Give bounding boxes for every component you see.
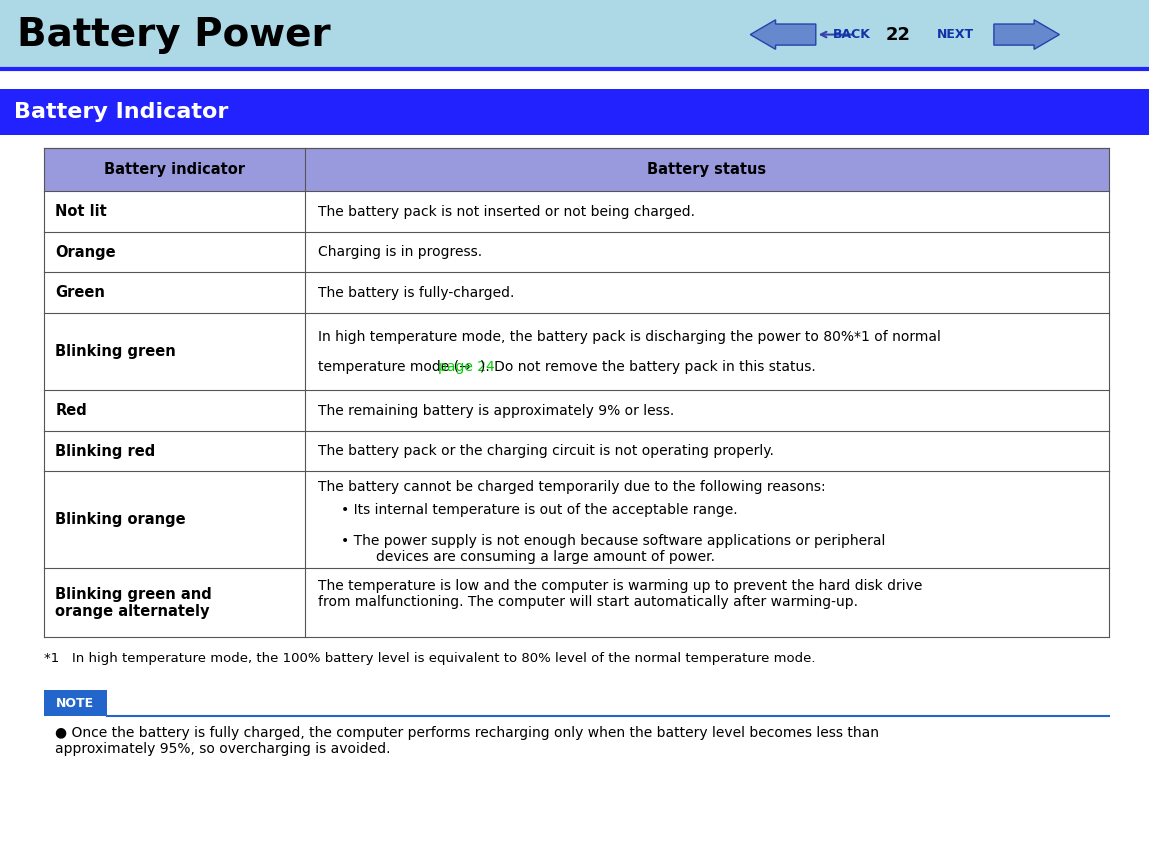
Text: Blinking green: Blinking green — [55, 344, 176, 359]
Text: NEXT: NEXT — [936, 28, 973, 41]
Text: Blinking orange: Blinking orange — [55, 513, 186, 527]
Text: page 24: page 24 — [438, 360, 495, 374]
FancyBboxPatch shape — [0, 89, 1149, 135]
FancyArrow shape — [994, 20, 1059, 50]
Text: *1   In high temperature mode, the 100% battery level is equivalent to 80% level: *1 In high temperature mode, the 100% ba… — [44, 652, 815, 665]
Text: Blinking red: Blinking red — [55, 443, 155, 459]
Text: The temperature is low and the computer is warming up to prevent the hard disk d: The temperature is low and the computer … — [318, 579, 923, 609]
Text: Not lit: Not lit — [55, 204, 107, 219]
Text: In high temperature mode, the battery pack is discharging the power to 80%*1 of : In high temperature mode, the battery pa… — [318, 330, 941, 345]
Text: temperature mode (→: temperature mode (→ — [318, 360, 476, 374]
Text: Battery Indicator: Battery Indicator — [14, 102, 229, 121]
Text: ). Do not remove the battery pack in this status.: ). Do not remove the battery pack in thi… — [480, 360, 816, 374]
FancyBboxPatch shape — [44, 272, 1109, 313]
Text: The battery cannot be charged temporarily due to the following reasons:: The battery cannot be charged temporaril… — [318, 480, 826, 494]
Text: • The power supply is not enough because software applications or peripheral
   : • The power supply is not enough because… — [341, 534, 886, 564]
Text: • Its internal temperature is out of the acceptable range.: • Its internal temperature is out of the… — [341, 503, 738, 518]
FancyBboxPatch shape — [44, 690, 107, 716]
FancyBboxPatch shape — [44, 568, 1109, 637]
FancyBboxPatch shape — [44, 471, 1109, 568]
Text: Battery Power: Battery Power — [17, 15, 331, 54]
Text: Red: Red — [55, 403, 87, 418]
Text: 22: 22 — [886, 25, 911, 44]
Text: Blinking green and
orange alternately: Blinking green and orange alternately — [55, 587, 211, 619]
Text: The battery pack is not inserted or not being charged.: The battery pack is not inserted or not … — [318, 205, 695, 218]
FancyBboxPatch shape — [44, 148, 1109, 191]
Text: Charging is in progress.: Charging is in progress. — [318, 245, 483, 259]
Text: Orange: Orange — [55, 244, 116, 260]
Text: Battery indicator: Battery indicator — [103, 162, 245, 177]
FancyBboxPatch shape — [0, 0, 1149, 69]
FancyBboxPatch shape — [44, 313, 1109, 390]
Text: The battery pack or the charging circuit is not operating properly.: The battery pack or the charging circuit… — [318, 444, 774, 458]
FancyBboxPatch shape — [44, 232, 1109, 272]
FancyArrow shape — [750, 20, 816, 50]
FancyBboxPatch shape — [44, 191, 1109, 232]
Text: ● Once the battery is fully charged, the computer performs recharging only when : ● Once the battery is fully charged, the… — [55, 726, 879, 756]
Text: Battery status: Battery status — [647, 162, 766, 177]
Text: The remaining battery is approximately 9% or less.: The remaining battery is approximately 9… — [318, 404, 674, 417]
Text: BACK: BACK — [833, 28, 871, 41]
FancyBboxPatch shape — [44, 431, 1109, 471]
FancyBboxPatch shape — [44, 390, 1109, 431]
Text: The battery is fully-charged.: The battery is fully-charged. — [318, 286, 515, 299]
Text: Green: Green — [55, 285, 105, 300]
Text: NOTE: NOTE — [56, 696, 94, 710]
